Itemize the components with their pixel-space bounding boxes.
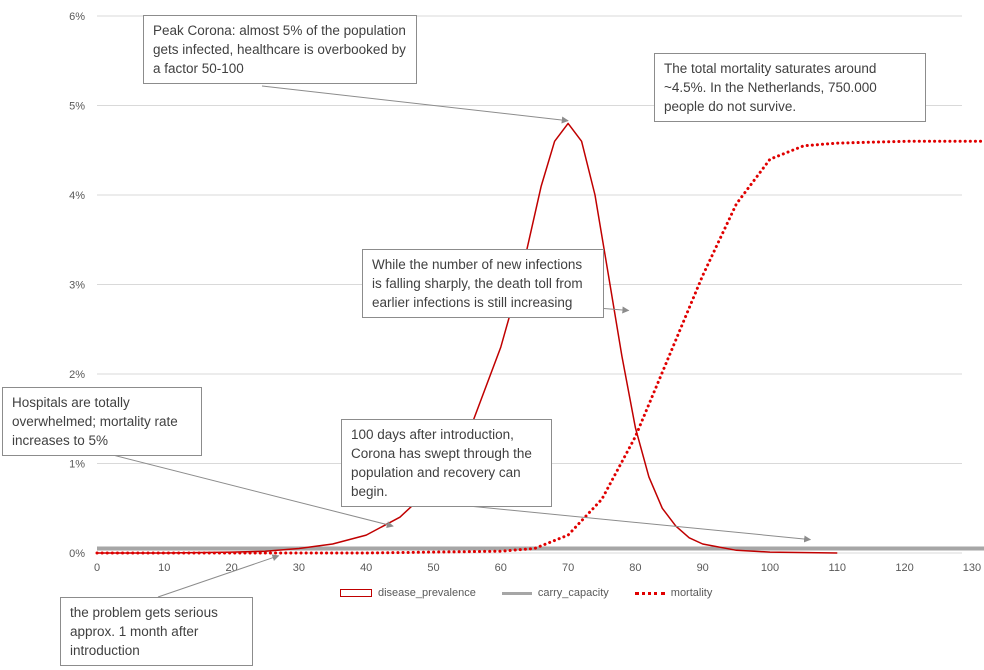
arrow-peak-0 (261, 85, 569, 124)
x-tick-label: 50 (427, 562, 439, 574)
arrow-hundred-days-0 (447, 503, 812, 543)
arrow-hospitals-0 (104, 452, 394, 528)
annotation-hundred-days: 100 days after introduction, Corona has … (341, 419, 552, 507)
x-tick-label: 10 (158, 562, 170, 574)
y-tick-label: 3% (69, 280, 85, 292)
annotation-arrows (104, 85, 812, 598)
y-tick-label: 2% (69, 369, 85, 381)
x-tick-label: 90 (697, 562, 709, 574)
x-tick-label: 110 (829, 562, 847, 574)
x-tick-label: 30 (293, 562, 305, 574)
legend-label-disease-prevalence: disease_prevalence (378, 587, 476, 599)
y-axis: 0% 1% 2% 3% 4% 5% 6% (69, 11, 85, 560)
x-tick-label: 70 (562, 562, 574, 574)
legend-swatch-carry-capacity (501, 591, 532, 595)
x-tick-label: 100 (761, 562, 779, 574)
arrow-serious-0 (157, 554, 280, 598)
x-tick-label: 40 (360, 562, 372, 574)
x-tick-label: 80 (629, 562, 641, 574)
x-tick-label: 0 (94, 562, 100, 574)
x-tick-label: 120 (895, 562, 913, 574)
y-tick-label: 1% (69, 459, 85, 471)
x-axis: 0102030405060708090100110120130140150160… (94, 562, 981, 574)
legend-swatch-disease-prevalence (340, 589, 372, 597)
y-tick-label: 6% (69, 11, 85, 23)
legend-item-mortality: mortality (634, 587, 713, 599)
legend-label-carry-capacity: carry_capacity (537, 587, 609, 599)
x-tick-label: 130 (963, 562, 981, 574)
legend: disease_prevalence carry_capacity mortal… (340, 587, 738, 599)
annotation-serious: the problem gets serious approx. 1 month… (60, 597, 253, 666)
x-tick-label: 60 (495, 562, 507, 574)
series-line-disease-prevalence (97, 122, 838, 554)
series-line-mortality (95, 139, 984, 555)
legend-swatch-mortality (634, 591, 665, 595)
annotation-hospitals: Hospitals are totally overwhelmed; morta… (2, 387, 202, 456)
legend-item-disease-prevalence: disease_prevalence (340, 587, 476, 599)
legend-item-carry-capacity: carry_capacity (501, 587, 609, 599)
y-tick-label: 5% (69, 101, 85, 113)
annotation-falling: While the number of new infections is fa… (362, 249, 604, 318)
legend-label-mortality: mortality (670, 587, 713, 599)
annotation-saturation: The total mortality saturates around ~4.… (654, 53, 926, 122)
annotation-peak: Peak Corona: almost 5% of the population… (143, 15, 417, 84)
series-lines (95, 122, 984, 555)
y-tick-label: 4% (69, 190, 85, 202)
y-tick-label: 0% (69, 548, 85, 560)
